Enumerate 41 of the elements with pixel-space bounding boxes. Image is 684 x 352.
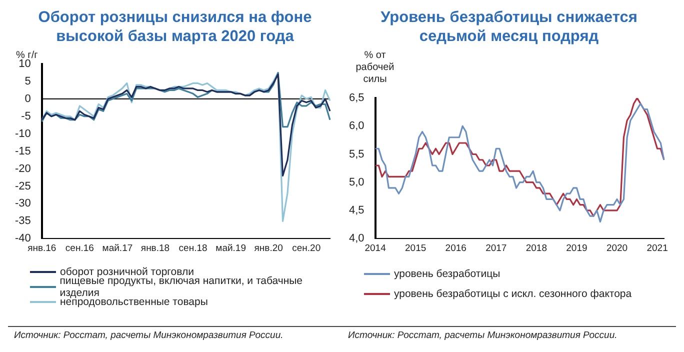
y-tick-label: 5: [24, 75, 31, 88]
x-tick-label: сен.18: [178, 242, 208, 254]
x-tick-label: 2018: [526, 242, 547, 254]
text: Источник: Росстат, расчеты Минэкономразвития России.: [342, 326, 676, 344]
y-tick-label: 6,0: [348, 120, 364, 132]
x-tick-label: янв.20: [254, 242, 283, 254]
y-tick-label: 5,5: [348, 148, 364, 160]
text: Источник: Росстат, расчеты Минэкономразвития России.: [8, 326, 342, 344]
x-tick-label: янв.16: [28, 242, 56, 254]
y-tick-label: 4,5: [348, 204, 364, 217]
x-tick-label: 2019: [566, 242, 588, 254]
legend-label: уровень безработицы с искл. сезонного фактора: [394, 288, 632, 300]
y-tick-label: -10: [14, 128, 31, 140]
y-tick-label: -15: [14, 145, 31, 158]
y-tick-label: 6,5: [348, 92, 364, 104]
legend-label: оборот розничной торговли: [60, 266, 194, 278]
x-tick-label: 2020: [606, 242, 628, 254]
x-tick-label: 2017: [486, 242, 507, 254]
x-tick-label: сен.16: [65, 242, 94, 254]
x-tick-label: 2015: [405, 242, 426, 254]
y-tick-label: -35: [14, 215, 31, 228]
y-axis-title: % от рабочей силы: [354, 50, 396, 86]
y-tick-label: -30: [14, 198, 31, 210]
chart-title: Оборот розницы снизился на фоне высокой базы марта 2020 года: [37, 8, 313, 47]
x-tick-label: 2016: [445, 242, 466, 254]
y-tick-label: -5: [21, 110, 31, 122]
y-tick-label: 5,0: [348, 176, 364, 188]
x-tick-label: янв.18: [140, 242, 170, 254]
legend-label: уровень безработицы: [394, 268, 500, 280]
x-tick-label: сен.20: [292, 242, 321, 254]
x-tick-label: май.19: [216, 242, 246, 254]
x-tick-label: 2014: [364, 242, 386, 254]
y-tick-label: -25: [14, 180, 31, 192]
y-tick-label: 4,0: [348, 232, 364, 245]
x-tick-label: май.17: [102, 242, 133, 254]
y-tick-label: -20: [14, 162, 31, 175]
chart-title: Уровень безработицы снижается седьмой месяц подряд: [380, 8, 638, 47]
y-tick-label: 10: [18, 58, 31, 70]
x-tick-label: 2021: [646, 242, 668, 254]
y-tick-label: -40: [14, 232, 31, 245]
y-tick-label: 0: [24, 92, 31, 105]
